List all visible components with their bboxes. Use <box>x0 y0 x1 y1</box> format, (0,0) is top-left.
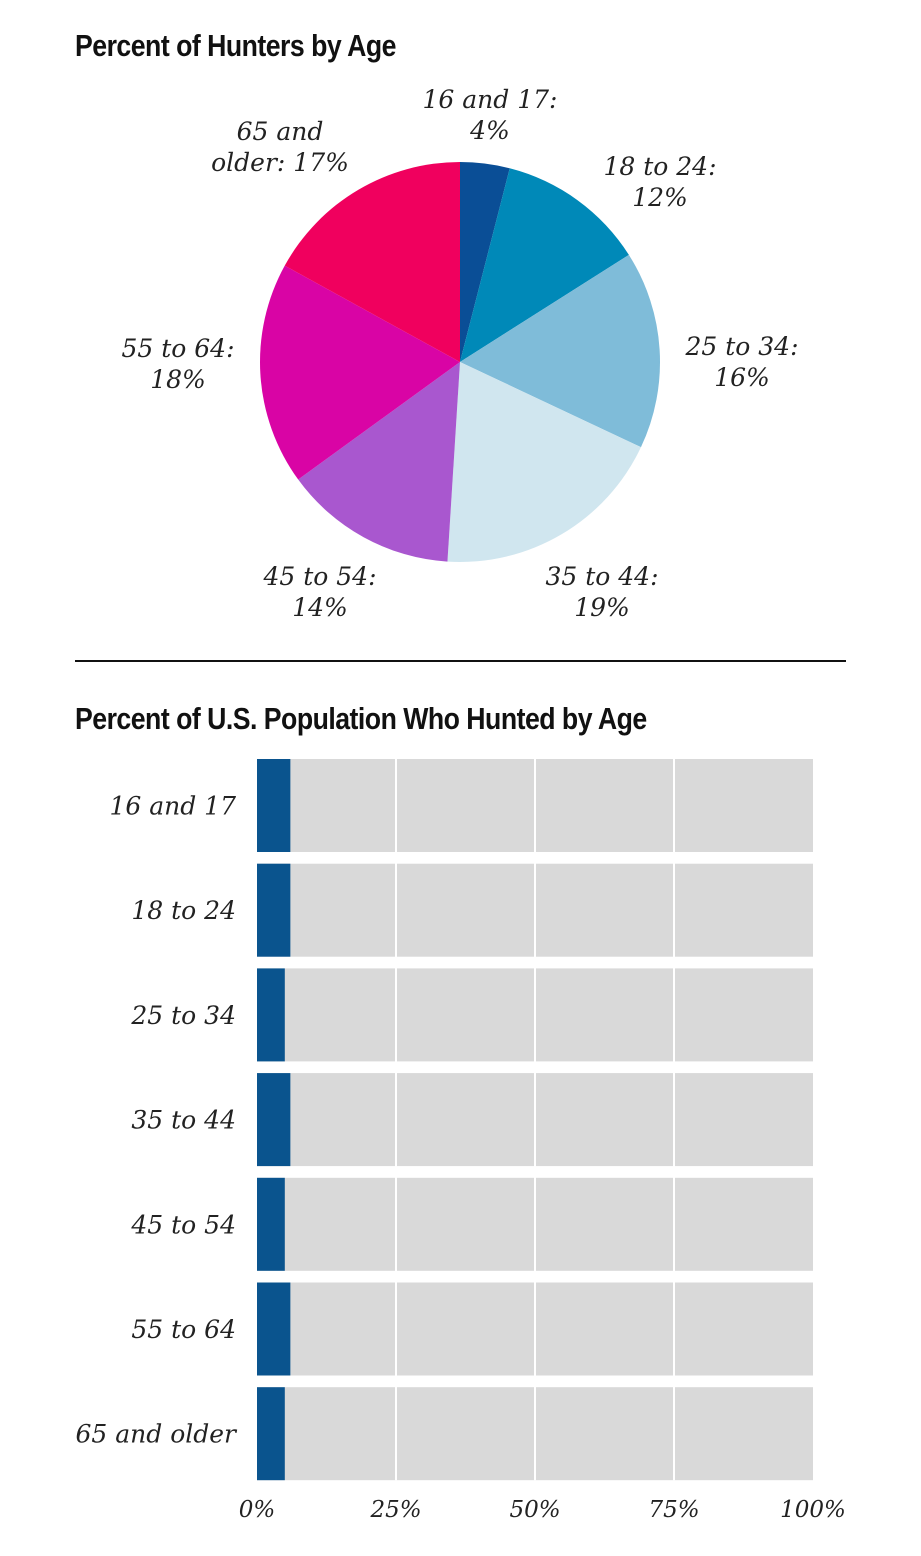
pie-slice-4 <box>447 362 641 563</box>
category-label-2: 18 to 24 <box>131 896 236 925</box>
pie-label-category: 45 to 54: <box>262 562 376 591</box>
x-tick-label-0: 0% <box>239 1497 276 1523</box>
x-tick-label-100: 100% <box>780 1497 846 1523</box>
pie-slice-label-4: 35 to 44: 19% <box>545 562 658 622</box>
x-tick-label-50: 50% <box>509 1497 560 1523</box>
pie-slice-3 <box>460 254 661 448</box>
bar-5 <box>257 1177 285 1271</box>
pie-slice-label-6: 55 to 64: 18% <box>121 334 234 394</box>
pie-chart-title: Percent of Hunters by Age <box>75 28 396 63</box>
bar-6 <box>257 1282 291 1376</box>
category-label-4: 35 to 44 <box>131 1106 236 1135</box>
pie-slice-5 <box>298 362 460 562</box>
pie-slice-7 <box>284 162 460 362</box>
pie-label-value: 12% <box>632 183 688 212</box>
pie-label-value: older: 17% <box>211 148 349 177</box>
pie-label-category: 18 to 24: <box>603 152 716 181</box>
bar-7 <box>257 1387 285 1481</box>
bar-chart-title: Percent of U.S. Population Who Hunted by… <box>75 701 647 736</box>
pie-slice-1 <box>460 162 510 362</box>
pie-slice-6 <box>260 265 460 480</box>
pie-slice-label-5: 45 to 54: 14% <box>262 562 376 622</box>
bar-2 <box>257 863 291 957</box>
x-tick-label-75: 75% <box>648 1497 699 1523</box>
pie-slice-label-1: 16 and 17: 4% <box>423 85 558 145</box>
x-tick-label-25: 25% <box>369 1497 421 1523</box>
category-label-1: 16 and 17 <box>109 792 236 821</box>
pie-label-value: 18% <box>150 365 206 394</box>
pie-label-value: 16% <box>714 363 770 392</box>
pie-label-category: 35 to 44: <box>545 562 658 591</box>
category-label-3: 25 to 34 <box>130 1001 236 1030</box>
bar-3 <box>257 968 285 1062</box>
bar-4 <box>257 1073 291 1167</box>
pie-slice-label-2: 18 to 24: 12% <box>603 152 716 212</box>
category-label-5: 45 to 54 <box>130 1210 236 1239</box>
pie-label-category: 16 and 17: <box>423 85 558 114</box>
pie-slice-2 <box>460 168 629 362</box>
section-divider <box>75 660 846 662</box>
pie-label-category: 55 to 64: <box>121 334 234 363</box>
pie-chart: 16 and 17: 4% 18 to 24: 12% 25 to 34: 16% 35 t… <box>121 85 798 622</box>
pie-label-value: 19% <box>574 593 630 622</box>
pie-label-category: 25 to 34: <box>684 332 798 361</box>
pie-label-value: 14% <box>292 593 348 622</box>
pie-slice-label-7: 65 and older: 17% <box>211 117 349 177</box>
pie-label-value: 4% <box>469 116 510 145</box>
category-label-7: 65 and older <box>75 1420 238 1449</box>
pie-label-category: 65 and <box>237 117 324 146</box>
pie-slice-label-3: 25 to 34: 16% <box>684 332 798 392</box>
bar-1 <box>257 759 291 852</box>
category-label-6: 55 to 64 <box>131 1315 236 1344</box>
bar-chart: 16 and 17 18 to 24 25 to 34 35 to 44 45 to 5… <box>75 759 846 1523</box>
